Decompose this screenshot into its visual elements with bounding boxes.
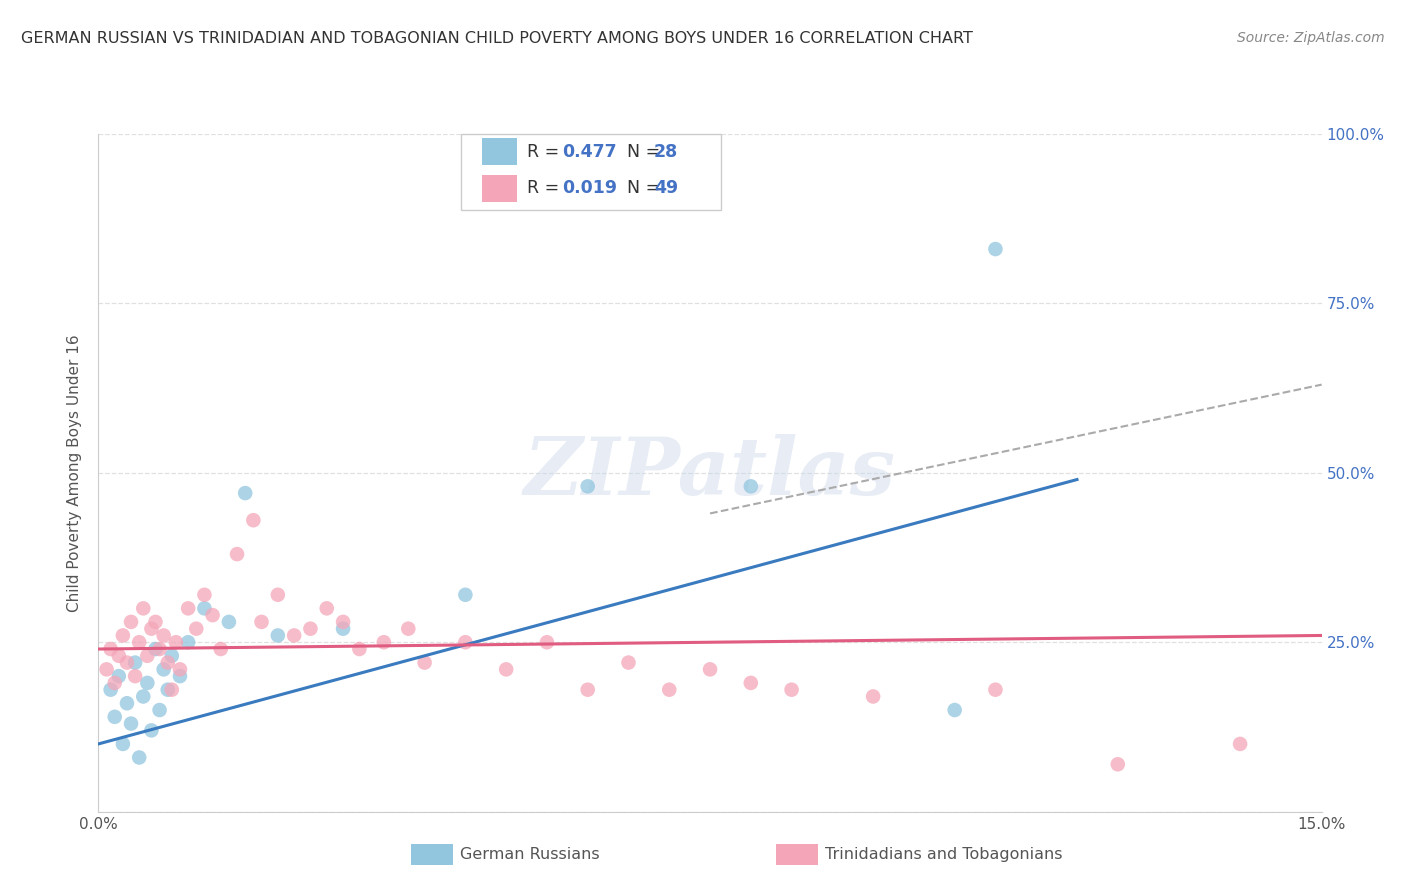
Point [104,676,127,690]
Point [136,648,159,663]
Point [299,622,322,636]
Point [156,682,179,697]
Point [250,615,273,629]
Point [136,676,159,690]
Text: 0.477: 0.477 [562,143,617,161]
Text: R =: R = [527,179,565,197]
Point [145,642,167,657]
Point [576,479,599,493]
Point [193,588,215,602]
Point [315,601,337,615]
Y-axis label: Child Poverty Among Boys Under 16: Child Poverty Among Boys Under 16 [67,334,83,612]
Point [115,656,138,670]
Point [740,676,762,690]
Text: ZIPatlas: ZIPatlas [524,434,896,511]
Point [576,682,599,697]
Text: German Russians: German Russians [460,847,599,862]
Point [454,635,477,649]
Point [283,628,305,642]
Text: Trinidadians and Tobagonians: Trinidadians and Tobagonians [825,847,1063,862]
Text: 49: 49 [654,179,678,197]
Point [740,479,762,493]
Point [141,723,163,738]
Point [96,662,118,676]
Text: 28: 28 [654,143,678,161]
Point [124,656,146,670]
Point [617,656,640,670]
Point [984,242,1007,256]
Point [943,703,966,717]
Point [984,682,1007,697]
Point [111,737,134,751]
Point [124,669,146,683]
Point [141,622,163,636]
Text: GERMAN RUSSIAN VS TRINIDADIAN AND TOBAGONIAN CHILD POVERTY AMONG BOYS UNDER 16 C: GERMAN RUSSIAN VS TRINIDADIAN AND TOBAGO… [21,31,973,46]
Point [132,690,155,704]
Point [149,703,172,717]
Point [396,622,419,636]
Point [149,642,172,657]
Point [233,486,256,500]
Point [104,710,127,724]
Point [1107,757,1129,772]
Point [349,642,371,657]
Point [165,635,187,649]
Point [373,635,395,649]
Point [332,615,354,629]
Point [100,642,122,657]
Point [100,682,122,697]
Text: Source: ZipAtlas.com: Source: ZipAtlas.com [1237,31,1385,45]
Text: R =: R = [527,143,565,161]
Point [120,615,142,629]
Point [186,622,208,636]
Point [193,601,215,615]
Point [201,608,224,623]
Point [108,669,131,683]
Point [108,648,131,663]
Text: N =: N = [616,143,665,161]
Point [658,682,681,697]
Point [267,628,290,642]
Text: 0.019: 0.019 [562,179,617,197]
Point [128,635,150,649]
Point [699,662,721,676]
Point [120,716,142,731]
Text: N =: N = [616,179,665,197]
Point [111,628,134,642]
Point [156,656,179,670]
Point [242,513,264,527]
Point [145,615,167,629]
Point [115,696,138,710]
Point [454,588,477,602]
Point [226,547,249,561]
Point [152,628,174,642]
Point [267,588,290,602]
Point [536,635,558,649]
Point [177,601,200,615]
Point [177,635,200,649]
Point [1229,737,1251,751]
Point [862,690,884,704]
Point [169,662,191,676]
Point [780,682,803,697]
Point [132,601,155,615]
Point [128,750,150,764]
Point [332,622,354,636]
Point [413,656,436,670]
Point [209,642,232,657]
Point [160,682,183,697]
Point [152,662,174,676]
Point [495,662,517,676]
Point [169,669,191,683]
Point [218,615,240,629]
Point [160,648,183,663]
